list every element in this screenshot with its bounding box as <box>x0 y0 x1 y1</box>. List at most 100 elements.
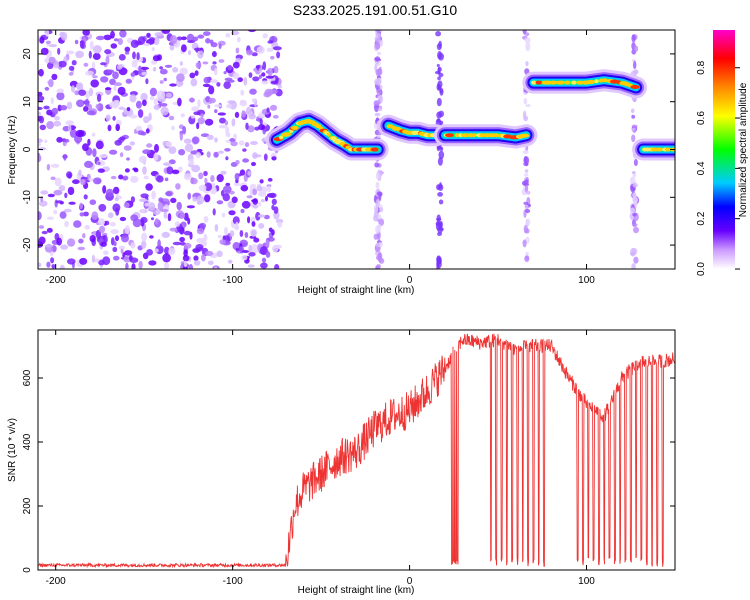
streak-blob <box>524 37 531 44</box>
noise-blob <box>218 59 225 63</box>
noise-blob <box>159 103 168 107</box>
noise-blob <box>202 83 211 88</box>
noise-blob <box>39 200 48 207</box>
streak-blob <box>633 70 639 74</box>
noise-blob <box>89 199 97 205</box>
noise-blob <box>233 133 237 140</box>
noise-blob <box>91 254 95 263</box>
streak-blob <box>632 212 637 217</box>
noise-blob <box>98 203 107 212</box>
noise-blob <box>179 213 185 219</box>
noise-blob <box>265 251 271 258</box>
noise-blob <box>164 177 169 182</box>
noise-blob <box>231 118 236 127</box>
noise-blob <box>130 39 139 48</box>
streak-blob <box>439 182 442 189</box>
streak-blob <box>377 214 382 220</box>
noise-blob <box>38 106 43 111</box>
colorbar: 0.0 0.2 0.4 0.6 0.8 Normalized spectral ampl… <box>696 30 749 276</box>
colorbar-tick-label: 0.4 <box>696 161 707 175</box>
noise-blob <box>165 92 173 98</box>
noise-blob <box>138 155 147 164</box>
noise-blob <box>96 93 102 102</box>
trace-peak <box>594 79 599 84</box>
noise-blob <box>192 196 197 202</box>
noise-blob <box>255 65 261 69</box>
noise-blob <box>112 71 119 80</box>
colorbar-axis: 0.0 0.2 0.4 0.6 0.8 <box>696 60 740 276</box>
noise-blob <box>51 107 59 115</box>
noise-blob <box>90 79 99 88</box>
noise-blob <box>135 100 142 109</box>
noise-blob <box>242 158 250 163</box>
trace-peak <box>571 80 577 85</box>
noise-blob <box>198 184 207 192</box>
noise-blob <box>48 56 56 64</box>
y-tick-label: 10 <box>22 96 33 108</box>
noise-blob <box>75 83 82 89</box>
streak-blob <box>524 255 530 262</box>
streak-blob <box>379 204 383 209</box>
noise-blob <box>203 233 208 242</box>
snr-series-line <box>38 333 675 569</box>
noise-blob <box>233 181 240 187</box>
noise-blob <box>193 36 199 42</box>
noise-blob <box>131 263 136 269</box>
noise-blob <box>247 125 255 133</box>
noise-blob <box>58 185 66 192</box>
streak-blob <box>438 150 445 160</box>
noise-blob <box>55 200 63 204</box>
noise-blob <box>84 160 93 168</box>
noise-blob <box>69 129 77 138</box>
noise-blob <box>269 104 278 111</box>
trace-peak <box>290 125 299 130</box>
noise-blob <box>236 36 241 43</box>
noise-blob <box>246 49 254 56</box>
noise-blob <box>83 106 89 112</box>
noise-blob <box>161 30 171 34</box>
noise-blob <box>54 177 62 187</box>
noise-blob <box>219 117 226 124</box>
noise-blob <box>38 153 41 162</box>
noise-blob <box>39 124 46 131</box>
noise-blob <box>214 137 218 143</box>
streak-blob <box>374 56 381 62</box>
streak-blob <box>375 198 380 208</box>
streak-blob <box>436 214 441 223</box>
noise-blob <box>113 38 119 42</box>
noise-blob <box>183 242 192 249</box>
noise-blob <box>85 90 90 99</box>
noise-blob <box>177 97 182 107</box>
noise-blob <box>47 193 55 198</box>
noise-blob <box>103 250 109 256</box>
x-tick-label: -200 <box>46 275 66 286</box>
noise-blob <box>159 80 164 84</box>
streak-blob <box>437 157 443 166</box>
colorbar-gradient <box>713 30 735 269</box>
noise-blob <box>95 35 105 41</box>
noise-blob <box>183 230 192 236</box>
noise-blob <box>163 162 172 167</box>
trace-peak <box>479 133 484 138</box>
noise-blob <box>277 84 282 89</box>
noise-blob <box>72 179 80 185</box>
y-tick-label: 600 <box>22 369 33 386</box>
noise-blob <box>136 52 140 61</box>
streak-blob <box>375 30 381 33</box>
noise-blob <box>251 221 256 227</box>
noise-blob <box>152 67 157 72</box>
noise-blob <box>248 30 256 33</box>
streak-blob <box>524 208 531 214</box>
x-tick-label: 0 <box>407 275 413 286</box>
x-tick-label: -100 <box>223 576 243 587</box>
noise-blob <box>216 82 221 87</box>
noise-blob <box>112 246 118 253</box>
noise-blob <box>86 110 96 116</box>
noise-blob <box>216 200 224 205</box>
noise-blob <box>143 175 149 180</box>
noise-blob <box>106 69 115 74</box>
noise-blob <box>176 73 185 82</box>
noise-blob <box>186 205 195 209</box>
streak-blob <box>378 218 385 226</box>
noise-blob <box>169 35 178 44</box>
